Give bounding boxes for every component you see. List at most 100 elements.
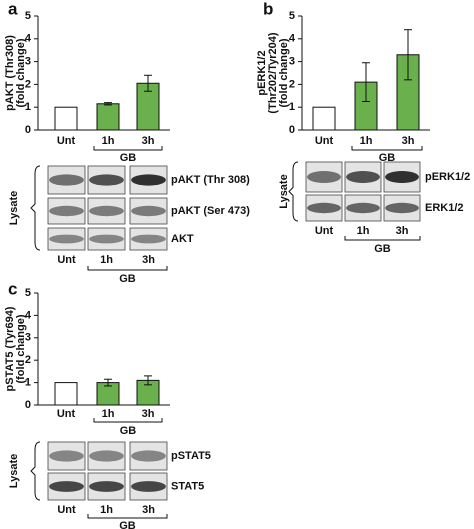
blot-band	[89, 450, 124, 462]
band-label: AKT	[171, 233, 194, 245]
y-tick-label: 1	[289, 101, 295, 113]
blot-band	[89, 205, 124, 217]
y-tick-label: 5	[289, 10, 295, 22]
bar	[54, 106, 78, 131]
band-label: pSTAT5	[171, 450, 211, 462]
blot-band	[385, 171, 419, 183]
lane-group-bracket	[87, 266, 168, 271]
band-label: pERK1/2	[425, 171, 470, 183]
blot-band	[346, 202, 380, 214]
lane-label: 1h	[100, 254, 113, 266]
lane-group-label: GB	[119, 520, 136, 529]
x-tick-label: 1h	[102, 135, 115, 147]
x-tick-label: 1h	[360, 135, 373, 147]
x-tick-label: 1h	[102, 408, 115, 420]
lane-label: 3h	[142, 504, 155, 516]
blot-band	[89, 481, 124, 492]
lane-group-bracket	[87, 514, 168, 519]
blot-band	[346, 171, 380, 183]
lane-label: 3h	[142, 254, 155, 266]
lysate-label: Lysate	[8, 191, 20, 225]
error-bar	[104, 378, 112, 387]
blot-band	[307, 171, 341, 183]
blot-band	[307, 202, 341, 214]
bar	[54, 382, 78, 406]
blot-band	[131, 205, 166, 217]
error-bar	[144, 74, 152, 92]
blot-band	[49, 481, 84, 492]
x-tick-label: Unt	[315, 135, 334, 147]
lane-label: Unt	[315, 225, 334, 237]
blot-lane	[87, 441, 126, 471]
blot-band	[131, 234, 166, 244]
y-tick-label: 3	[25, 332, 31, 344]
group-label: GB	[120, 425, 137, 437]
y-axis-label: (fold change)	[15, 38, 27, 107]
y-tick-label: 0	[25, 124, 31, 136]
y-axis-label: (Thr202/Tyr204)	[267, 32, 279, 113]
y-tick-label: 2	[25, 354, 31, 366]
blot-band	[131, 174, 166, 186]
lysate-label: Lysate	[8, 454, 20, 488]
x-tick-label: 3h	[142, 135, 155, 147]
band-label: pAKT (Thr 308)	[171, 174, 250, 186]
blot-lane	[129, 441, 168, 471]
panel-label: b	[263, 0, 273, 18]
y-tick-label: 2	[25, 78, 31, 90]
y-tick-label: 3	[289, 56, 295, 68]
x-tick-label: Unt	[57, 408, 76, 420]
y-tick-label: 3	[25, 56, 31, 68]
blot-band	[49, 174, 84, 186]
band-label: pAKT (Ser 473)	[171, 205, 250, 217]
bar	[312, 106, 336, 131]
y-tick-label: 5	[25, 287, 31, 299]
blot-band	[385, 202, 419, 214]
group-bracket	[93, 418, 163, 423]
lane-label: 1h	[100, 504, 113, 516]
band-label: ERK1/2	[425, 202, 464, 214]
blot-band	[49, 205, 84, 217]
lane-group-label: GB	[119, 273, 136, 285]
lane-label: Unt	[57, 254, 76, 266]
y-tick-label: 0	[25, 399, 31, 411]
y-axis-label: (fold change)	[278, 38, 290, 107]
error-bar	[144, 375, 152, 386]
error-bar	[362, 62, 370, 102]
error-bar	[104, 102, 112, 106]
y-axis-label: pERK1/2	[256, 50, 268, 95]
blot-lane	[129, 227, 168, 251]
lane-group-bracket	[344, 236, 421, 241]
group-label: GB	[120, 152, 137, 164]
blot-band	[131, 481, 166, 492]
y-tick-label: 5	[25, 10, 31, 22]
blot-band	[49, 234, 84, 244]
y-axis-label: (fold change)	[15, 314, 27, 383]
error-bar	[404, 29, 412, 81]
group-bracket	[351, 146, 423, 151]
blot-lane	[47, 441, 86, 471]
blot-band	[49, 450, 84, 462]
lane-label: 3h	[396, 225, 409, 237]
lane-label: Unt	[57, 504, 76, 516]
group-label: GB	[379, 152, 396, 164]
lysate-brace	[30, 441, 41, 501]
lysate-brace	[30, 165, 41, 251]
x-tick-label: 3h	[142, 408, 155, 420]
lysate-label: Lysate	[278, 174, 290, 208]
x-tick-label: 3h	[402, 135, 415, 147]
y-axis-label: pAKT (Thr308)	[4, 35, 16, 111]
band-label: STAT5	[171, 480, 204, 492]
y-tick-label: 4	[25, 33, 32, 45]
y-tick-label: 1	[25, 101, 31, 113]
y-tick-label: 4	[25, 309, 32, 321]
lane-group-label: GB	[374, 243, 391, 255]
blot-band	[89, 234, 124, 244]
bar	[96, 103, 120, 131]
y-tick-label: 4	[289, 33, 296, 45]
y-axis-label: pSTAT5 (Tyr694)	[4, 306, 16, 391]
panel-label: c	[8, 279, 17, 298]
y-tick-label: 0	[289, 124, 295, 136]
blot-lane	[47, 227, 86, 251]
panel-label: a	[8, 0, 18, 18]
